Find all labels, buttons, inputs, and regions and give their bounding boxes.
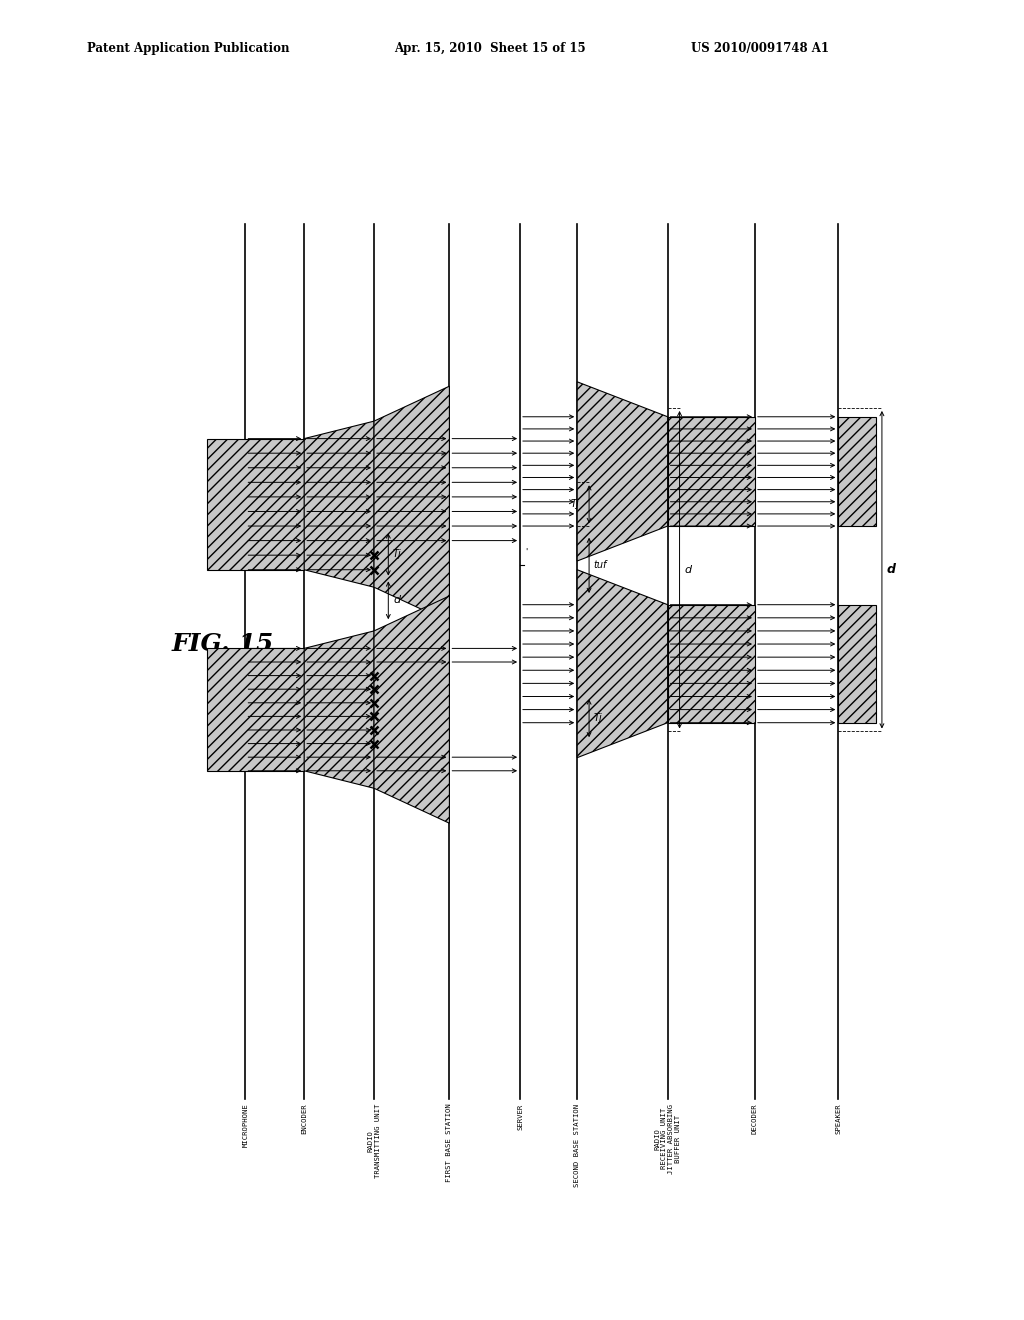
Text: Tj: Tj [393, 549, 401, 560]
Polygon shape [839, 605, 877, 723]
Polygon shape [207, 438, 304, 570]
Polygon shape [668, 605, 755, 723]
Polygon shape [207, 648, 304, 771]
Polygon shape [839, 417, 877, 527]
Text: FIRST BASE STATION: FIRST BASE STATION [446, 1104, 453, 1183]
Text: RADIO
TRANSMITTING UNIT: RADIO TRANSMITTING UNIT [368, 1104, 381, 1177]
Text: d: d [684, 565, 691, 574]
Polygon shape [374, 595, 450, 824]
Text: Tj: Tj [570, 499, 580, 510]
Polygon shape [304, 421, 374, 587]
Text: US 2010/0091748 A1: US 2010/0091748 A1 [691, 42, 829, 55]
Text: Patent Application Publication: Patent Application Publication [87, 42, 290, 55]
Polygon shape [304, 631, 374, 788]
Text: SERVER: SERVER [517, 1104, 523, 1130]
Polygon shape [374, 387, 450, 622]
Text: RADIO
RECEIVING UNIT
JITTER ABSORBING
BUFFER UNIT: RADIO RECEIVING UNIT JITTER ABSORBING BU… [654, 1104, 681, 1173]
Text: Apr. 15, 2010  Sheet 15 of 15: Apr. 15, 2010 Sheet 15 of 15 [394, 42, 586, 55]
Polygon shape [578, 381, 668, 561]
Text: MICROPHONE: MICROPHONE [243, 1104, 249, 1147]
Text: SECOND BASE STATION: SECOND BASE STATION [574, 1104, 581, 1187]
Polygon shape [578, 570, 668, 758]
Text: DECODER: DECODER [752, 1104, 758, 1134]
Text: FIG. 15: FIG. 15 [172, 632, 273, 656]
Text: d: d [887, 564, 896, 577]
Text: SPEAKER: SPEAKER [836, 1104, 842, 1134]
Text: ': ' [525, 548, 527, 557]
Text: d: d [393, 595, 400, 606]
Polygon shape [668, 417, 755, 527]
Text: tuf: tuf [594, 561, 607, 570]
Text: ENCODER: ENCODER [301, 1104, 307, 1134]
Text: Tj: Tj [594, 713, 602, 723]
